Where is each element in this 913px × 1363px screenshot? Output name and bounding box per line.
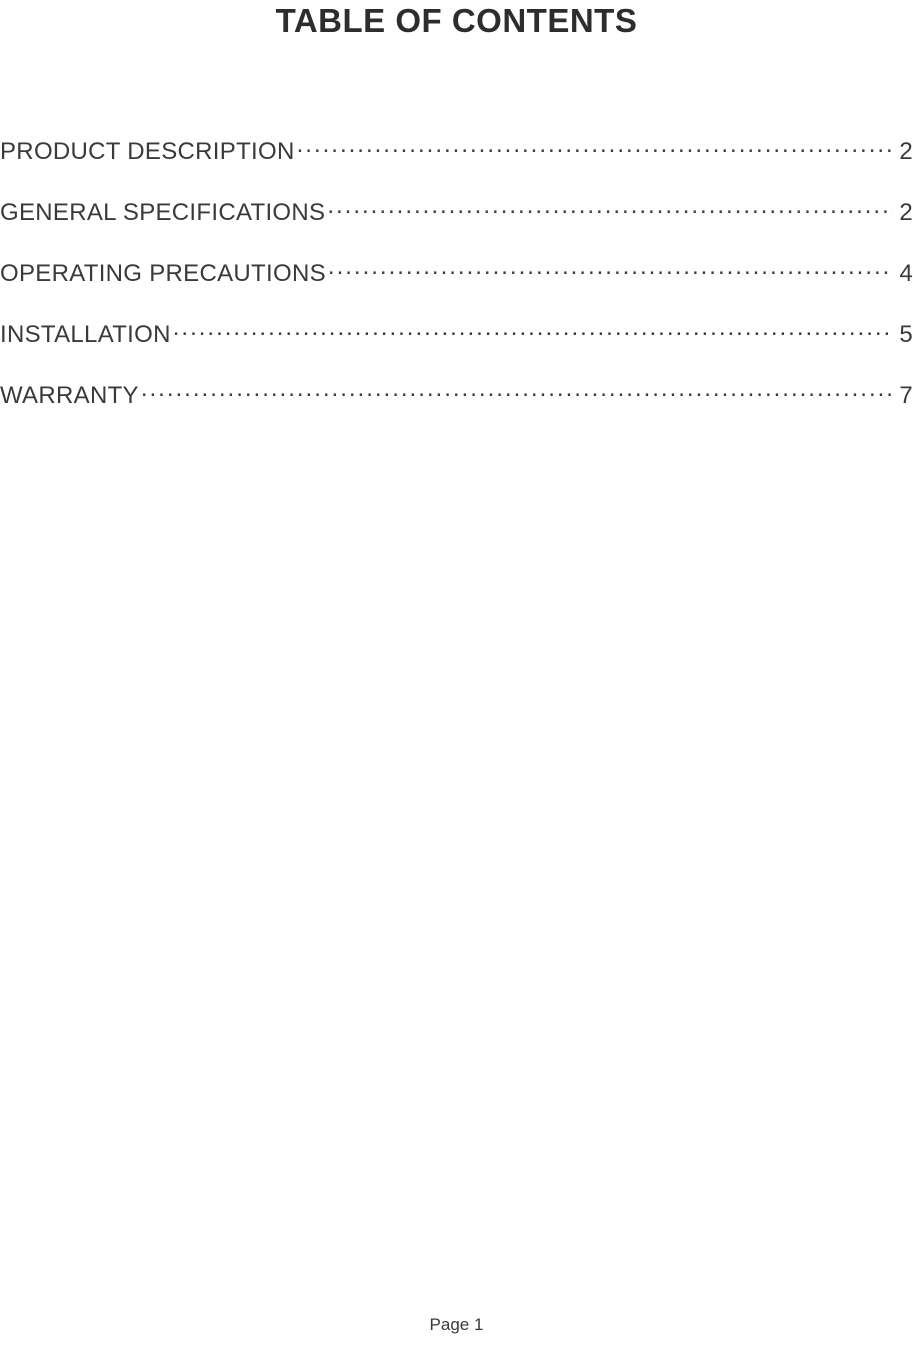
- toc-leader: [327, 196, 893, 220]
- toc-entry: INSTALLATION 5: [0, 318, 913, 349]
- toc-entry-label: GENERAL SPECIFICATIONS: [0, 199, 325, 227]
- page-footer: Page 1: [0, 1315, 913, 1335]
- toc-entry-page: 7: [895, 382, 913, 410]
- toc-entry-page: 2: [895, 138, 913, 166]
- toc-entry: PRODUCT DESCRIPTION 2: [0, 135, 913, 166]
- toc-entry: OPERATING PRECAUTIONS 4: [0, 257, 913, 288]
- toc-entry-label: INSTALLATION: [0, 321, 171, 349]
- toc-list: PRODUCT DESCRIPTION 2 GENERAL SPECIFICAT…: [0, 135, 913, 410]
- toc-leader: [297, 135, 894, 159]
- toc-entry: GENERAL SPECIFICATIONS 2: [0, 196, 913, 227]
- toc-entry-label: WARRANTY: [0, 382, 139, 410]
- toc-entry-page: 5: [895, 321, 913, 349]
- toc-entry-page: 4: [895, 260, 913, 288]
- toc-leader: [328, 257, 893, 281]
- page-title: TABLE OF CONTENTS: [0, 0, 913, 40]
- toc-entry: WARRANTY 7: [0, 379, 913, 410]
- toc-entry-label: PRODUCT DESCRIPTION: [0, 138, 295, 166]
- toc-leader: [173, 318, 894, 342]
- toc-entry-label: OPERATING PRECAUTIONS: [0, 260, 326, 288]
- toc-entry-page: 2: [895, 199, 913, 227]
- toc-leader: [141, 379, 894, 403]
